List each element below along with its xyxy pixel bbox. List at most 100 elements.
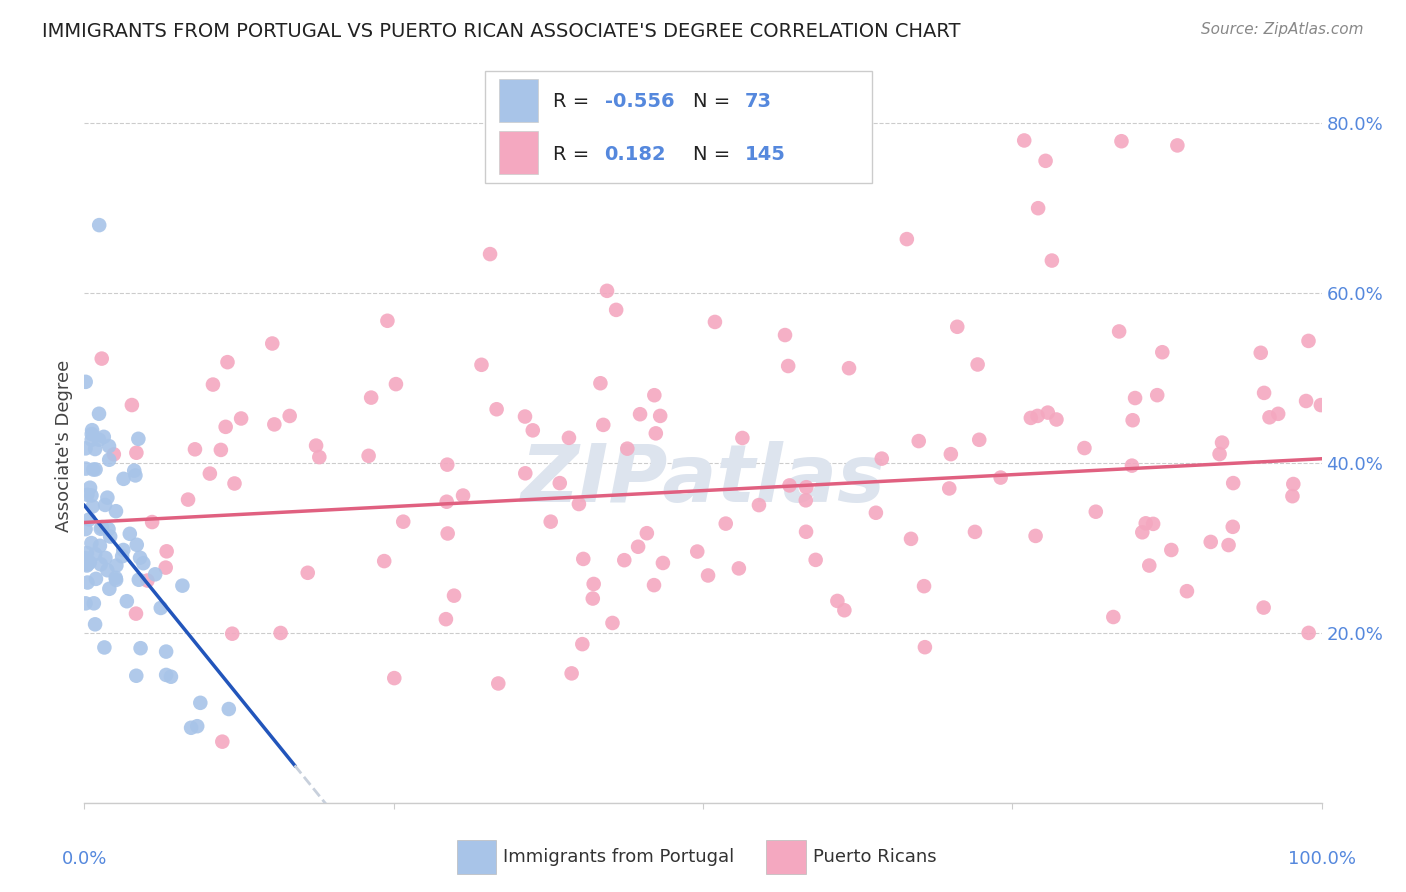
Point	[1258, 410, 1281, 425]
Point	[184, 442, 207, 457]
Point	[87, 407, 110, 421]
Point	[1282, 477, 1305, 491]
Point	[80, 488, 103, 502]
Point	[1208, 447, 1230, 461]
Text: R =: R =	[553, 145, 595, 164]
Point	[377, 314, 399, 328]
Point	[540, 515, 562, 529]
Point	[211, 734, 233, 748]
Point	[263, 417, 285, 432]
Point	[93, 640, 115, 655]
Point	[643, 388, 665, 402]
Point	[451, 489, 474, 503]
Point	[385, 377, 408, 392]
Point	[522, 423, 544, 437]
Point	[156, 544, 179, 558]
Point	[82, 423, 104, 437]
Point	[141, 515, 163, 529]
Point	[98, 452, 121, 467]
Point	[105, 558, 128, 573]
Point	[1102, 610, 1125, 624]
Point	[938, 482, 960, 496]
Point	[1035, 153, 1057, 168]
Point	[1222, 520, 1244, 534]
Point	[939, 447, 962, 461]
Point	[1309, 398, 1331, 412]
Point	[1253, 600, 1275, 615]
Point	[1111, 134, 1133, 148]
Point	[136, 574, 159, 588]
Point	[479, 247, 502, 261]
Point	[1130, 525, 1153, 540]
Point	[513, 409, 536, 424]
Point	[76, 558, 98, 572]
Text: 100.0%: 100.0%	[1288, 849, 1355, 868]
Point	[128, 573, 150, 587]
Point	[592, 417, 614, 432]
Point	[224, 476, 246, 491]
Point	[778, 359, 800, 373]
Point	[79, 556, 101, 570]
Point	[90, 520, 112, 534]
Point	[1137, 558, 1160, 573]
Point	[217, 355, 239, 369]
Point	[436, 494, 458, 508]
Text: Immigrants from Portugal: Immigrants from Portugal	[503, 848, 734, 866]
Point	[1295, 394, 1317, 409]
Point	[76, 546, 98, 560]
Point	[650, 409, 672, 423]
Point	[221, 626, 243, 640]
Point	[270, 626, 292, 640]
Point	[94, 550, 117, 565]
Point	[644, 426, 666, 441]
Text: ZIPatlas: ZIPatlas	[520, 441, 886, 519]
Point	[636, 526, 658, 541]
Point	[470, 358, 492, 372]
Point	[1036, 406, 1059, 420]
Point	[198, 467, 221, 481]
Point	[262, 336, 284, 351]
Point	[794, 524, 817, 539]
Point	[373, 554, 395, 568]
Point	[728, 561, 751, 575]
Point	[118, 526, 141, 541]
Point	[89, 539, 111, 553]
Y-axis label: Associate's Degree: Associate's Degree	[55, 359, 73, 533]
Point	[1026, 201, 1049, 215]
Point	[1073, 441, 1095, 455]
Text: IMMIGRANTS FROM PORTUGAL VS PUERTO RICAN ASSOCIATE'S DEGREE CORRELATION CHART: IMMIGRANTS FROM PORTUGAL VS PUERTO RICAN…	[42, 22, 960, 41]
Point	[558, 431, 581, 445]
Point	[1040, 253, 1063, 268]
Point	[914, 640, 936, 655]
Point	[436, 526, 458, 541]
Point	[80, 433, 103, 447]
Text: -0.556: -0.556	[605, 92, 675, 111]
Point	[616, 442, 638, 456]
Point	[1108, 325, 1130, 339]
Point	[229, 411, 252, 425]
Point	[1222, 476, 1244, 491]
Point	[963, 524, 986, 539]
Point	[773, 328, 796, 343]
Point	[1298, 626, 1320, 640]
Point	[201, 377, 224, 392]
Point	[357, 449, 380, 463]
Point	[75, 461, 97, 475]
Point	[360, 391, 382, 405]
Point	[485, 402, 508, 417]
Point	[605, 302, 627, 317]
Point	[946, 319, 969, 334]
Point	[96, 563, 118, 577]
Point	[104, 571, 127, 585]
Point	[96, 491, 118, 505]
Point	[561, 666, 583, 681]
Point	[305, 439, 328, 453]
Point	[1267, 407, 1289, 421]
Point	[714, 516, 737, 531]
Point	[129, 550, 152, 565]
Point	[568, 497, 591, 511]
Point	[1199, 535, 1222, 549]
Point	[75, 551, 97, 566]
Point	[870, 451, 893, 466]
Text: R =: R =	[553, 92, 595, 111]
